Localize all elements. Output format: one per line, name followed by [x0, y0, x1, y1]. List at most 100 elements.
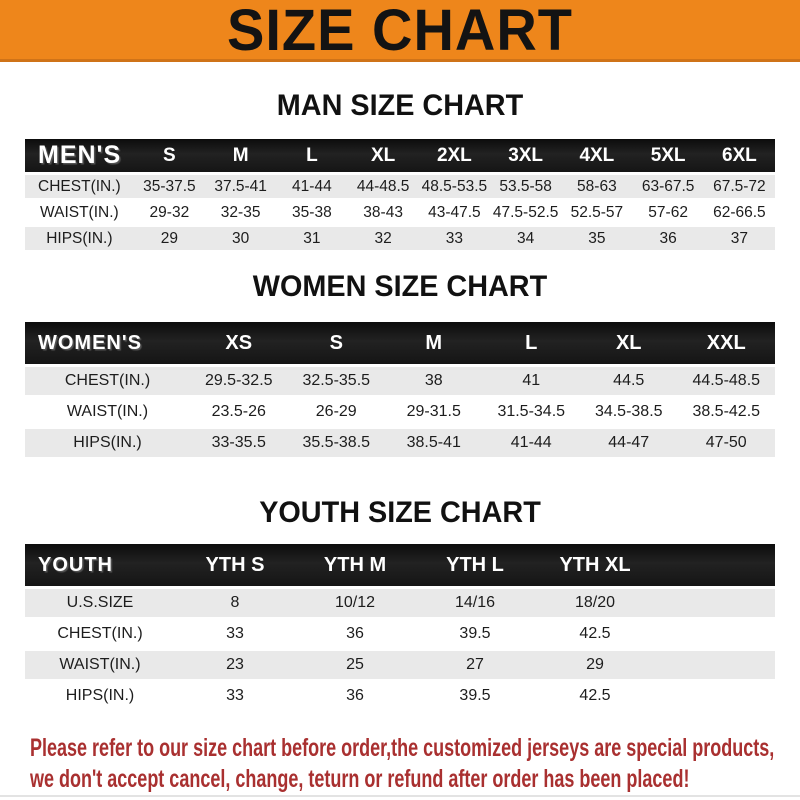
youth-cell-value: 29 — [535, 651, 655, 679]
man-size-chart-heading: MAN SIZE CHART — [276, 89, 524, 122]
men-cell-value: 58-63 — [561, 175, 633, 198]
youth-cell-value: 39.5 — [415, 682, 535, 710]
men-cell-value: 36 — [632, 227, 704, 250]
youth-filler-cell — [655, 682, 775, 710]
women-cell-value: 32.5-35.5 — [287, 367, 385, 395]
men-size-col-header: 2XL — [418, 139, 490, 172]
men-size-col-header: 5XL — [632, 139, 704, 172]
youth-cell-value: 33 — [175, 682, 295, 710]
women-cell-value: 47-50 — [677, 429, 775, 457]
men-size-table: MEN'S S M L XL 2XL 3XL 4XL 5XL 6XL CHEST(IN.) 35-3… — [25, 136, 775, 253]
youth-group-label: YOUTH — [25, 544, 175, 586]
youth-size-col-header: YTH M — [295, 544, 415, 586]
women-cell-value: 44.5 — [580, 367, 678, 395]
youth-cell-value: 8 — [175, 589, 295, 617]
women-size-col-header: XL — [580, 322, 678, 364]
men-size-col-header: XL — [347, 139, 419, 172]
men-cell-value: 30 — [205, 227, 277, 250]
women-header-row: WOMEN'S XS S M L XL XXL — [25, 322, 775, 364]
youth-row-label: CHEST(IN.) — [25, 620, 175, 648]
banner-title: SIZE CHART — [227, 0, 573, 63]
youth-cell-value: 27 — [415, 651, 535, 679]
youth-filler-cell — [655, 620, 775, 648]
youth-cell-value: 18/20 — [535, 589, 655, 617]
men-cell-value: 53.5-58 — [490, 175, 562, 198]
youth-filler-cell — [655, 589, 775, 617]
bottom-divider — [0, 795, 800, 797]
youth-cell-value: 23 — [175, 651, 295, 679]
women-size-chart-heading: WOMEN SIZE CHART — [252, 270, 548, 303]
women-size-col-header: L — [482, 322, 580, 364]
youth-cell-value: 36 — [295, 682, 415, 710]
women-cell-value: 44-47 — [580, 429, 678, 457]
men-cell-value: 32-35 — [205, 201, 277, 224]
men-cell-value: 35-38 — [276, 201, 348, 224]
youth-size-chart-heading: YOUTH SIZE CHART — [259, 496, 541, 529]
youth-row-label: WAIST(IN.) — [25, 651, 175, 679]
men-row-label: WAIST(IN.) — [25, 201, 134, 224]
men-measure-row: WAIST(IN.) 29-32 32-35 35-38 38-43 43-47.5 47.… — [25, 201, 775, 224]
men-row-label: HIPS(IN.) — [25, 227, 134, 250]
youth-filler-header — [655, 544, 775, 586]
men-cell-value: 41-44 — [276, 175, 348, 198]
men-size-col-header: M — [205, 139, 277, 172]
women-cell-value: 23.5-26 — [190, 398, 288, 426]
men-measure-row: HIPS(IN.) 29 30 31 32 33 34 35 36 37 — [25, 227, 775, 250]
women-cell-value: 29-31.5 — [385, 398, 483, 426]
women-cell-value: 38 — [385, 367, 483, 395]
women-cell-value: 38.5-42.5 — [677, 398, 775, 426]
women-row-label: WAIST(IN.) — [25, 398, 190, 426]
women-cell-value: 26-29 — [287, 398, 385, 426]
men-size-col-header: S — [133, 139, 205, 172]
men-measure-row: CHEST(IN.) 35-37.5 37.5-41 41-44 44-48.5 48.5… — [25, 175, 775, 198]
women-size-col-header: XXL — [677, 322, 775, 364]
women-cell-value: 29.5-32.5 — [190, 367, 288, 395]
men-cell-value: 63-67.5 — [632, 175, 704, 198]
men-cell-value: 29 — [133, 227, 205, 250]
youth-measure-row: CHEST(IN.) 33 36 39.5 42.5 — [25, 620, 775, 648]
youth-size-table: YOUTH YTH S YTH M YTH L YTH XL U.S.SIZE 8 10/1… — [25, 541, 775, 713]
youth-measure-row: WAIST(IN.) 23 25 27 29 — [25, 651, 775, 679]
men-cell-value: 62-66.5 — [703, 201, 775, 224]
women-group-label: WOMEN'S — [25, 322, 190, 364]
youth-cell-value: 36 — [295, 620, 415, 648]
women-row-label: HIPS(IN.) — [25, 429, 190, 457]
men-cell-value: 31 — [276, 227, 348, 250]
men-cell-value: 47.5-52.5 — [490, 201, 562, 224]
youth-cell-value: 14/16 — [415, 589, 535, 617]
men-size-col-header: 3XL — [490, 139, 562, 172]
youth-measure-row: U.S.SIZE 8 10/12 14/16 18/20 — [25, 589, 775, 617]
youth-size-col-header: YTH XL — [535, 544, 655, 586]
men-cell-value: 32 — [347, 227, 419, 250]
women-cell-value: 41 — [482, 367, 580, 395]
youth-filler-cell — [655, 651, 775, 679]
youth-header-row: YOUTH YTH S YTH M YTH L YTH XL — [25, 544, 775, 586]
order-note: Please refer to our size chart before or… — [30, 733, 774, 795]
women-cell-value: 38.5-41 — [385, 429, 483, 457]
men-group-label: MEN'S — [25, 139, 134, 172]
men-cell-value: 37.5-41 — [205, 175, 277, 198]
women-row-label: CHEST(IN.) — [25, 367, 190, 395]
women-cell-value: 41-44 — [482, 429, 580, 457]
youth-cell-value: 42.5 — [535, 682, 655, 710]
youth-cell-value: 39.5 — [415, 620, 535, 648]
youth-row-label: U.S.SIZE — [25, 589, 175, 617]
women-cell-value: 44.5-48.5 — [677, 367, 775, 395]
men-cell-value: 34 — [490, 227, 562, 250]
youth-size-col-header: YTH S — [175, 544, 295, 586]
men-cell-value: 37 — [703, 227, 775, 250]
women-cell-value: 35.5-38.5 — [287, 429, 385, 457]
men-cell-value: 57-62 — [632, 201, 704, 224]
men-size-col-header: 4XL — [561, 139, 633, 172]
men-row-label: CHEST(IN.) — [25, 175, 134, 198]
size-chart-banner: SIZE CHART — [0, 0, 800, 62]
women-measure-row: WAIST(IN.) 23.5-26 26-29 29-31.5 31.5-34.5 34… — [25, 398, 775, 426]
men-cell-value: 67.5-72 — [703, 175, 775, 198]
men-cell-value: 35 — [561, 227, 633, 250]
men-cell-value: 52.5-57 — [561, 201, 633, 224]
order-note-line-2: we don't accept cancel, change, teturn o… — [30, 765, 690, 793]
women-measure-row: CHEST(IN.) 29.5-32.5 32.5-35.5 38 41 44.5 44.5… — [25, 367, 775, 395]
men-cell-value: 33 — [418, 227, 490, 250]
men-cell-value: 48.5-53.5 — [418, 175, 490, 198]
men-header-row: MEN'S S M L XL 2XL 3XL 4XL 5XL 6XL — [25, 139, 775, 172]
